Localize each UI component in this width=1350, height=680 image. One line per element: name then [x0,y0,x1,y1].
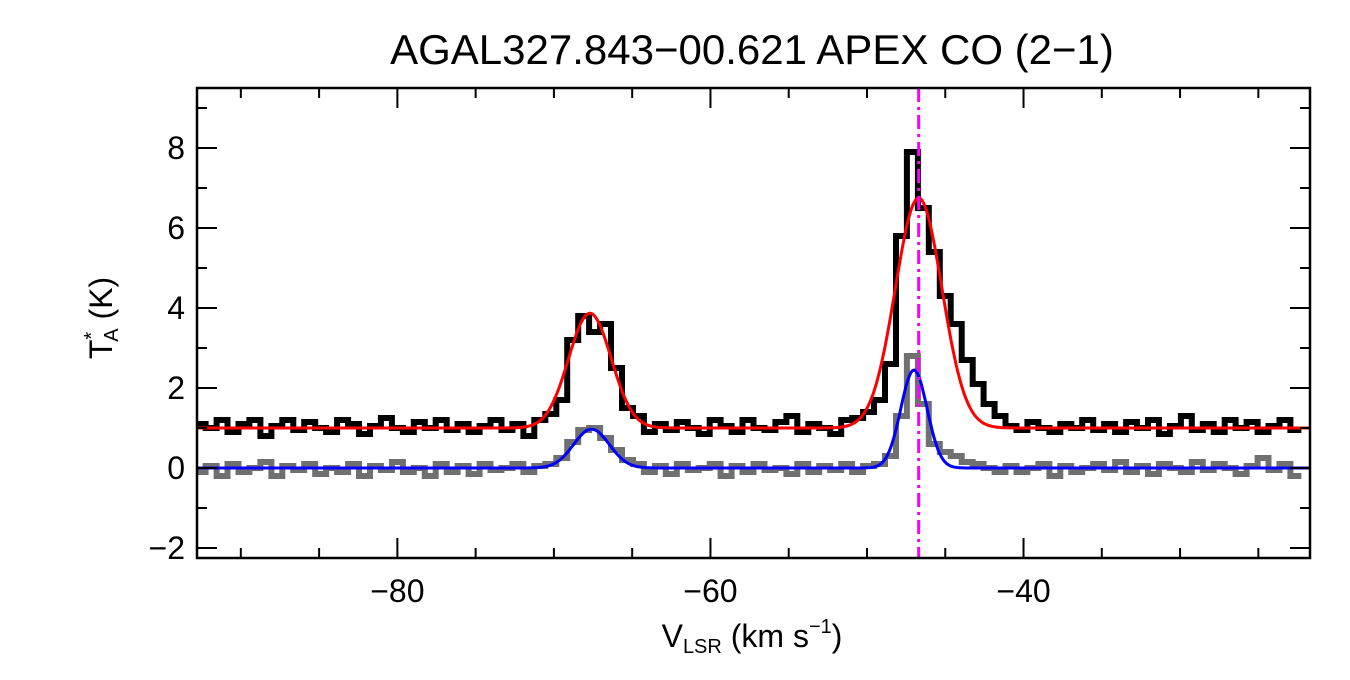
plot-content [197,88,1310,558]
chart-title: AGAL327.843−00.621 APEX CO (2−1) [390,26,1114,73]
x-axis-label: VLSR (km s−1) [662,616,843,658]
y-tick-label: −2 [149,530,185,566]
series-spectrum-gray [197,353,1302,479]
x-tick-label: −40 [996,573,1050,609]
y-tick-label: 0 [167,450,185,486]
y-tick-label: 2 [167,370,185,406]
x-tick-label: −80 [370,573,424,609]
y-axis-label: T*A (K) [81,277,123,359]
y-tick-label: 8 [167,130,185,166]
fit-line-blue [197,368,1310,470]
plot-frame [195,86,1312,560]
y-tick-label: 4 [167,290,185,326]
plot-area [197,88,1310,558]
fit-line-red [197,196,1310,430]
series-spectrum-black [197,149,1302,439]
y-tick-label: 6 [167,210,185,246]
x-tick-label: −60 [683,573,737,609]
axes: −80 −60 −40 −2 0 2 4 6 8 [149,86,1312,609]
